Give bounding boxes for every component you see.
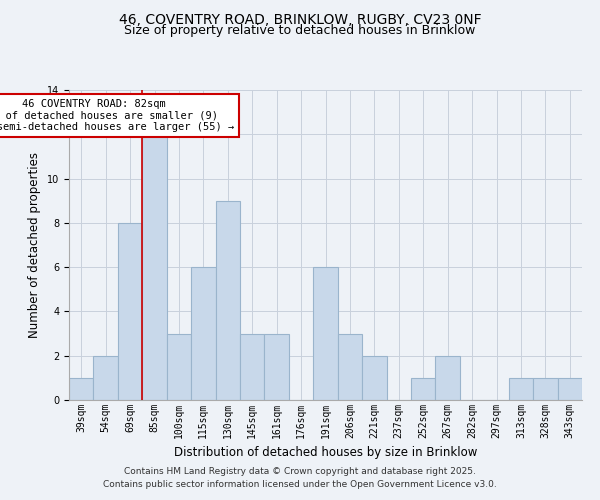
Bar xyxy=(94,356,118,400)
Bar xyxy=(557,378,582,400)
Text: Size of property relative to detached houses in Brinklow: Size of property relative to detached ho… xyxy=(124,24,476,37)
Text: 46 COVENTRY ROAD: 82sqm
← 14% of detached houses are smaller (9)
86% of semi-det: 46 COVENTRY ROAD: 82sqm ← 14% of detache… xyxy=(0,99,234,132)
Bar xyxy=(436,356,460,400)
Bar xyxy=(265,334,289,400)
Bar xyxy=(411,378,436,400)
Text: Contains public sector information licensed under the Open Government Licence v3: Contains public sector information licen… xyxy=(103,480,497,489)
Bar xyxy=(191,267,215,400)
Text: 46, COVENTRY ROAD, BRINKLOW, RUGBY, CV23 0NF: 46, COVENTRY ROAD, BRINKLOW, RUGBY, CV23… xyxy=(119,12,481,26)
Bar xyxy=(362,356,386,400)
Bar xyxy=(118,223,142,400)
Bar xyxy=(240,334,265,400)
Text: Contains HM Land Registry data © Crown copyright and database right 2025.: Contains HM Land Registry data © Crown c… xyxy=(124,467,476,476)
Y-axis label: Number of detached properties: Number of detached properties xyxy=(28,152,41,338)
Bar xyxy=(167,334,191,400)
Bar xyxy=(533,378,557,400)
Bar xyxy=(338,334,362,400)
Bar xyxy=(142,134,167,400)
Bar xyxy=(313,267,338,400)
X-axis label: Distribution of detached houses by size in Brinklow: Distribution of detached houses by size … xyxy=(174,446,477,460)
Bar xyxy=(215,200,240,400)
Bar xyxy=(509,378,533,400)
Bar xyxy=(69,378,94,400)
